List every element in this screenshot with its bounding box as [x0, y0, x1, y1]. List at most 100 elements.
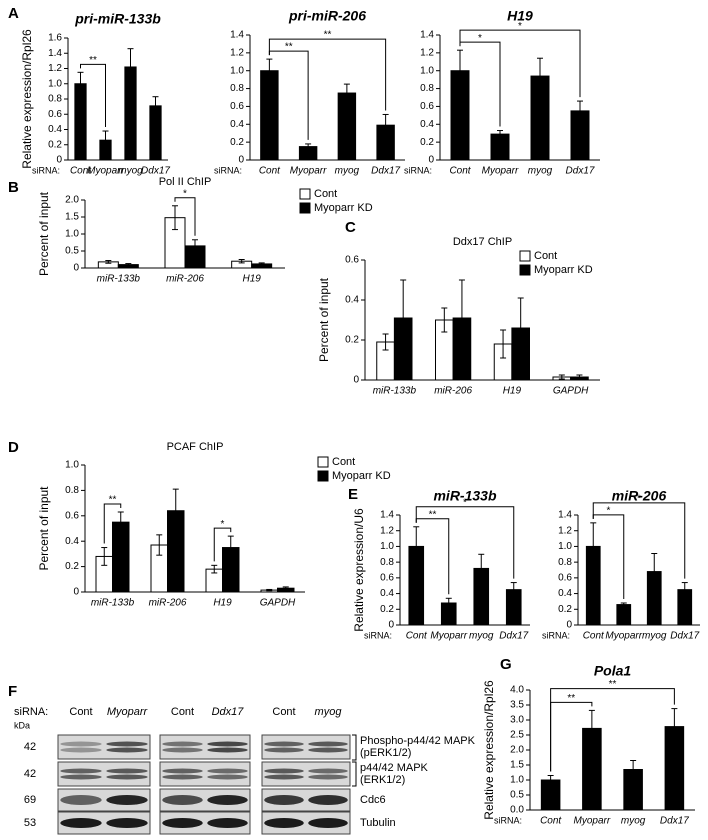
blot-band: [60, 747, 102, 753]
y-tick-label: 2.5: [510, 730, 524, 741]
significance-label: **: [429, 509, 437, 520]
size-marker: 42: [24, 768, 36, 780]
target-label: Cdc6: [360, 794, 386, 806]
blot-band: [308, 774, 348, 780]
y-tick-label: 0.8: [230, 83, 244, 94]
significance-label: **: [324, 30, 332, 41]
y-tick-label: 0.2: [420, 137, 434, 148]
blot-band: [162, 818, 203, 828]
x-tick-label: GAPDH: [260, 598, 296, 609]
significance-label: *: [183, 188, 187, 199]
significance-bracket: [174, 197, 196, 236]
error-bar: [152, 96, 159, 116]
y-tick-label: 0.6: [420, 101, 434, 112]
blot-band: [264, 741, 304, 747]
target-label: p44/42 MAPK: [360, 762, 429, 774]
target-label: (pERK1/2): [360, 747, 411, 759]
blot-band: [60, 768, 102, 774]
y-axis-label: Relative expression/U6: [352, 508, 366, 632]
y-tick-label: 0.0: [510, 805, 524, 816]
blot-band: [60, 818, 102, 828]
y-tick-label: 1.0: [48, 78, 62, 89]
legend-swatch: [299, 202, 311, 214]
y-tick-label: 1.5: [510, 760, 524, 771]
blot-membrane: [159, 734, 251, 760]
y-tick-label: 0.8: [558, 557, 572, 568]
size-marker: 53: [24, 817, 36, 829]
panel-label: E: [348, 486, 358, 503]
blot-membrane: [57, 811, 151, 835]
y-tick-label: 0.8: [48, 94, 62, 105]
chart-title: pri-miR-133b: [74, 11, 161, 27]
chart-title: miR-206: [612, 488, 667, 504]
x-tick-label: miR-206: [434, 386, 472, 397]
significance-bracket: [415, 506, 515, 579]
blot-band: [264, 768, 304, 774]
y-tick-label: 1.0: [420, 65, 434, 76]
y-tick-label: 0.2: [48, 139, 62, 150]
y-axis-label: Relative expression/Rpl26: [20, 29, 34, 169]
y-tick-label: 0.6: [345, 255, 359, 266]
x-tick-label: myog: [528, 166, 553, 177]
y-tick-label: 1.0: [510, 775, 524, 786]
significance-label: *: [221, 519, 225, 530]
blot-membrane: [57, 734, 151, 760]
error-bar: [558, 374, 565, 380]
y-tick-label: 0.4: [230, 119, 244, 130]
error-bar: [77, 71, 84, 96]
x-axis-label: siRNA:: [542, 630, 570, 640]
blot-band: [308, 818, 348, 828]
error-bar: [192, 239, 198, 253]
blot-band: [106, 741, 148, 747]
x-axis-label: siRNA:: [494, 815, 522, 825]
error-bar: [671, 708, 678, 746]
x-tick-label: Myoparr: [574, 816, 611, 827]
blot-band: [162, 795, 203, 805]
x-tick-label: Ddx17: [566, 166, 595, 177]
significance-bracket: [459, 29, 581, 98]
x-tick-label: miR-133b: [91, 598, 135, 609]
blot-band: [106, 774, 148, 780]
y-tick-label: 1.4: [420, 30, 434, 41]
legend-label: Myoparr KD: [332, 470, 391, 482]
significance-label: *: [463, 497, 467, 508]
y-tick-label: 1.5: [65, 212, 79, 223]
y-tick-label: 3.5: [510, 700, 524, 711]
error-bar: [266, 588, 273, 592]
blot-band: [207, 818, 248, 828]
bracket: [352, 734, 357, 761]
size-marker: 42: [24, 741, 36, 753]
significance-label: **: [109, 495, 117, 506]
bar: [337, 92, 357, 161]
blot-band: [264, 795, 304, 805]
y-tick-label: 0.4: [558, 588, 572, 599]
blot-band: [207, 747, 248, 753]
error-bar: [282, 586, 289, 590]
y-tick-label: 1.4: [48, 48, 62, 59]
significance-bracket: [550, 688, 675, 772]
x-axis-label: siRNA:: [364, 630, 392, 640]
significance-label: **: [89, 55, 97, 66]
x-tick-label: H19: [503, 386, 522, 397]
x-tick-label: Cont: [540, 816, 562, 827]
y-tick-label: 0.2: [345, 335, 359, 346]
y-tick-label: 1.4: [230, 30, 244, 41]
significance-bracket: [80, 63, 106, 128]
blot-membrane: [57, 761, 151, 787]
blot-membrane: [261, 788, 351, 812]
y-tick-label: 1.0: [380, 541, 394, 552]
error-bar: [478, 553, 485, 584]
legend-label: Cont: [332, 456, 355, 468]
x-tick-label: myog: [642, 631, 667, 642]
y-tick-label: 1.0: [230, 65, 244, 76]
blot-membrane: [261, 761, 351, 787]
significance-bracket: [103, 503, 122, 544]
y-tick-label: 1.2: [558, 525, 572, 536]
y-tick-label: 1.2: [380, 525, 394, 536]
blot-membrane: [159, 788, 251, 812]
y-tick-label: 0: [73, 587, 79, 598]
kda-label: kDa: [14, 720, 30, 730]
y-tick-label: 0.2: [230, 137, 244, 148]
error-bar: [127, 48, 134, 86]
y-tick-label: 0.4: [48, 124, 62, 135]
